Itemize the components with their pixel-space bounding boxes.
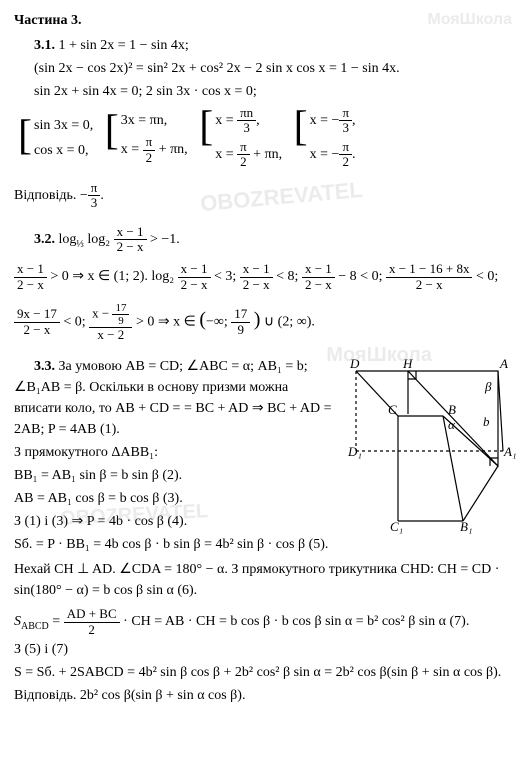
- label-H: H: [402, 356, 413, 371]
- sys-row: x = π2 + πn,: [215, 140, 282, 170]
- problem-number: 3.2.: [14, 232, 55, 247]
- label-D: D: [349, 356, 360, 371]
- label-A: A: [499, 356, 508, 371]
- sys-row: x = −π2.: [310, 140, 356, 170]
- math-line: (sin 2x − cos 2x)² = sin² 2x + cos² 2x −…: [14, 58, 518, 79]
- sys-row: x = −π3,: [310, 106, 356, 136]
- label-B1: B₁: [460, 519, 472, 534]
- math-line: Sб. = P · BB₁ = 4b cos β · b sin β = 4b²…: [14, 534, 518, 555]
- math-line: SABCD = AD + BC2 · CH = AB · CH = b cos …: [14, 607, 518, 637]
- problem-3-2: 3.2. log⅓ log₂ x − 12 − x > −1.: [14, 225, 518, 255]
- math-text: log⅓ log₂ x − 12 − x > −1.: [59, 232, 180, 247]
- answer-3-1: Відповідь. −π3.: [14, 181, 518, 211]
- math-text: 1 + sin 2x = 1 − sin 4x;: [59, 38, 189, 53]
- math-line: S = Sб. + 2SABCD = 4b² sin β cos β + 2b²…: [14, 662, 518, 683]
- answer-3-3: Відповідь. 2b² cos β(sin β + sin α cos β…: [14, 685, 518, 706]
- label-A1: A₁: [503, 444, 516, 459]
- label-beta: β: [484, 379, 492, 394]
- label-alpha: α: [448, 417, 456, 432]
- problem-3-1: 3.1. 1 + sin 2x = 1 − sin 4x;: [14, 35, 518, 56]
- problem-number: 3.3.: [14, 359, 55, 374]
- math-line: З (5) і (7): [14, 639, 518, 660]
- part-title: Частина 3.: [14, 10, 518, 31]
- sys-row: x = πn3,: [215, 106, 282, 136]
- prism-diagram: D H A C B D₁ A₁ C₁ B₁ α β b: [348, 356, 518, 536]
- math-line: sin 2x + sin 4x = 0; 2 sin 3x · cos x = …: [14, 81, 518, 102]
- math-line: Нехай CH ⊥ AD. ∠CDA = 180° − α. З прямок…: [14, 559, 518, 601]
- math-line: 9x − 172 − x < 0; x − 179 x − 2 > 0 ⇒ x …: [14, 302, 518, 342]
- math-line: x − 12 − x > 0 ⇒ x ∈ (1; 2). log₂ x − 12…: [14, 262, 518, 292]
- label-b: b: [483, 414, 490, 429]
- sys-row: 3x = πn,: [121, 110, 188, 131]
- sys-row: x = π2 + πn,: [121, 135, 188, 165]
- equation-systems: [ sin 3x = 0, cos x = 0, [ 3x = πn, x = …: [14, 104, 518, 171]
- label-C1: C₁: [390, 519, 403, 534]
- label-C: C: [388, 402, 397, 417]
- label-B: B: [448, 402, 456, 417]
- label-D1: D₁: [348, 444, 362, 459]
- math-text: За умовою AB = CD; ∠ABC = α; AB₁ = b; ∠B…: [14, 359, 332, 437]
- sys-row: sin 3x = 0,: [34, 115, 93, 136]
- problem-number: 3.1.: [14, 38, 55, 53]
- sys-row: cos x = 0,: [34, 140, 93, 161]
